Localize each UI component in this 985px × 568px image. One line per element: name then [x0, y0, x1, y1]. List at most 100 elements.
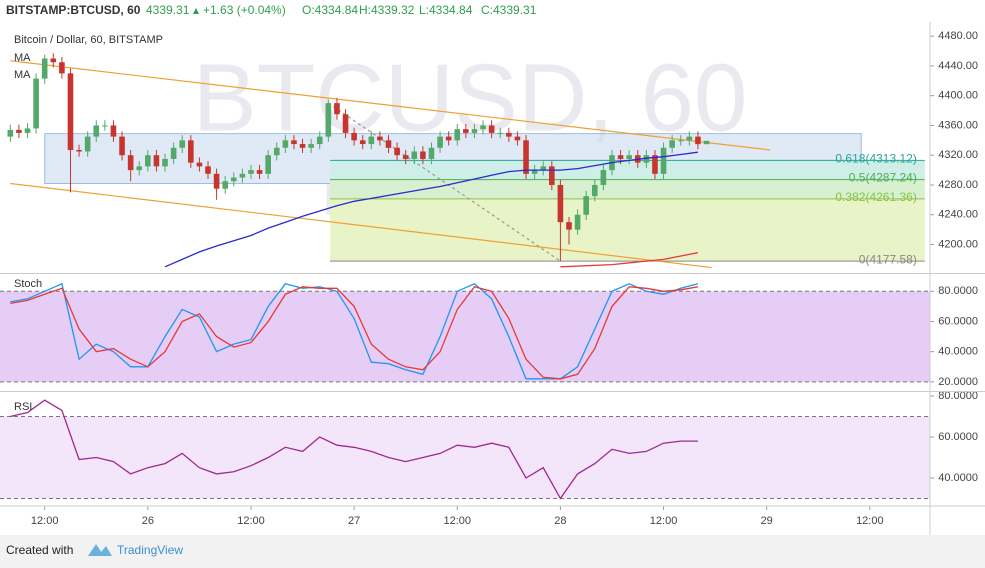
- candle-body: [153, 155, 160, 167]
- candle-body: [170, 147, 177, 159]
- candle-body: [669, 140, 675, 148]
- brand[interactable]: TradingView: [117, 543, 183, 557]
- fib-label: 0.618(4313.12): [835, 151, 916, 165]
- indicator-line: [10, 399, 698, 500]
- candle-body: [437, 136, 443, 148]
- band: [0, 416, 930, 499]
- trendline: [327, 102, 561, 262]
- y-tick-label: 4240.00: [938, 209, 978, 221]
- y-tick-label: 60.0000: [938, 431, 978, 443]
- x-tick-label: 28: [554, 515, 566, 527]
- y-tick-label: 40.0000: [938, 472, 978, 484]
- candle-body: [463, 129, 469, 133]
- candle-body: [179, 140, 186, 148]
- candle-body: [557, 184, 564, 223]
- legend-entry: MA: [14, 52, 31, 64]
- logo: [88, 544, 112, 556]
- candle-body: [67, 73, 74, 150]
- x-tick-label: 12:00: [31, 515, 59, 527]
- candle-body: [325, 103, 332, 137]
- y-tick-label: 4320.00: [938, 149, 978, 161]
- candle-body: [368, 136, 375, 145]
- y-tick-label: 4400.00: [938, 90, 978, 102]
- main-layer: 12:00 26 12:00 27 12:00 28 12:00 29 12:00 4200.00…: [7, 30, 978, 527]
- change: +1.63 (+0.04%): [203, 3, 286, 17]
- trendline: [10, 60, 771, 151]
- candle-body: [359, 140, 366, 145]
- candle-body: [531, 170, 538, 174]
- candle-body: [136, 166, 143, 171]
- candle-body: [703, 140, 710, 145]
- fib-label: 0(4177.58): [859, 252, 917, 266]
- candle-body: [506, 132, 512, 137]
- candle-body: [342, 114, 349, 133]
- x-tick-label: 27: [348, 515, 360, 527]
- candle-body: [652, 155, 658, 174]
- candle-body: [93, 125, 100, 137]
- candle-body: [497, 132, 504, 134]
- fib-fill: [330, 179, 925, 199]
- candle-body: [239, 173, 246, 178]
- candle-body: [248, 170, 254, 174]
- candle-body: [471, 129, 478, 133]
- x-tick-label: 26: [142, 515, 154, 527]
- candle-body: [428, 147, 435, 159]
- candle-body: [540, 166, 547, 171]
- last-price: 4339.31: [146, 3, 190, 17]
- indicator-line: [10, 286, 699, 380]
- candle-body: [291, 140, 297, 145]
- candle-body: [411, 151, 418, 159]
- candle-body: [24, 128, 31, 133]
- candle-body: [7, 129, 14, 137]
- candle-body: [583, 196, 589, 215]
- indicator-line: [10, 282, 699, 380]
- candle-body: [695, 136, 701, 145]
- candle-body: [660, 147, 667, 174]
- candle-body: [188, 140, 194, 163]
- candle-body: [643, 155, 650, 163]
- candle-body: [617, 155, 624, 159]
- candle-body: [334, 103, 340, 115]
- ohlc: C:4339.31: [481, 3, 537, 17]
- fib-label: 0.382(4261.36): [835, 190, 916, 204]
- candle-body: [127, 155, 134, 171]
- footer-bar: [0, 535, 985, 568]
- candle-body: [119, 136, 125, 156]
- candle-body: [600, 170, 607, 185]
- y-tick-label: 4280.00: [938, 179, 978, 191]
- candle-body: [213, 173, 220, 189]
- candle-body: [626, 155, 632, 159]
- candle-body: [308, 144, 314, 148]
- pane-title: RSI: [14, 401, 32, 413]
- y-tick-label: 4440.00: [938, 60, 978, 72]
- candle-body: [574, 214, 581, 230]
- footer-text: Created with: [6, 543, 73, 557]
- candle-body: [299, 144, 306, 148]
- candle-body: [523, 140, 529, 174]
- candle-body: [273, 147, 280, 156]
- x-tick-label: 12:00: [237, 515, 265, 527]
- y-tick-label: 40.0000: [938, 346, 978, 358]
- candle-body: [16, 129, 22, 133]
- candle-body: [162, 158, 168, 167]
- y-tick-label: 80.0000: [938, 390, 978, 402]
- candle-body: [265, 155, 271, 174]
- candle-body: [282, 140, 289, 148]
- candle-body: [549, 166, 555, 185]
- y-tick-label: 4360.00: [938, 119, 978, 131]
- candle-body: [385, 140, 392, 148]
- candle-body: [110, 125, 117, 137]
- candle-body: [420, 151, 426, 159]
- candle-body: [394, 147, 400, 156]
- ma-line: [164, 151, 698, 268]
- candle-body: [566, 222, 572, 230]
- up-arrow: [193, 8, 199, 14]
- candle-body: [76, 150, 82, 152]
- candle-body: [230, 177, 237, 182]
- fib-fill: [330, 198, 925, 262]
- candle-body: [196, 162, 203, 167]
- candle-body: [256, 170, 263, 174]
- ohlc: L:4334.84: [419, 3, 473, 17]
